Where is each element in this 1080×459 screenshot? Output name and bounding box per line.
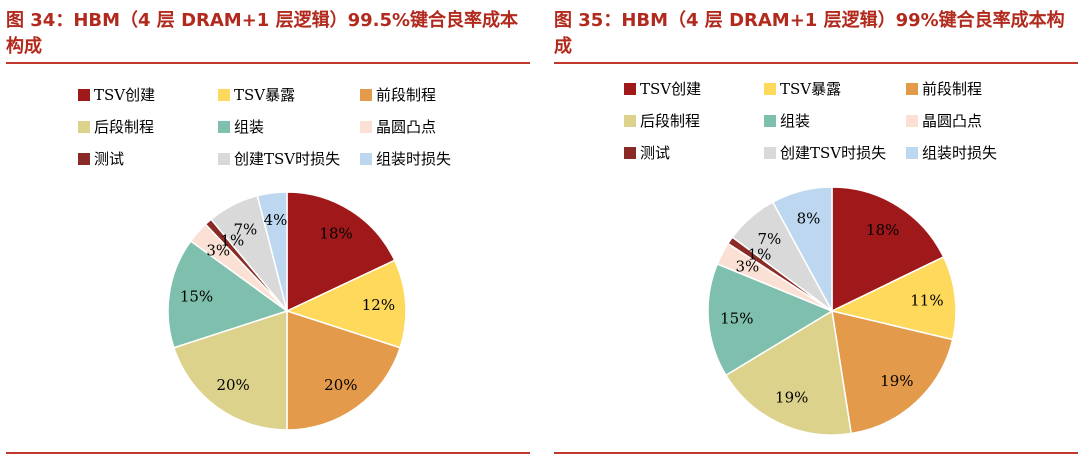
legend-swatch xyxy=(764,115,776,127)
legend-label: 晶圆凸点 xyxy=(922,112,983,130)
pie-chart: 18% 12% 20% 20% 15% 3%1%7% 4% xyxy=(167,191,407,431)
legend-label: 组装时损失 xyxy=(376,150,452,168)
slice-label: 1% xyxy=(748,246,772,264)
legend-label: 组装时损失 xyxy=(922,144,998,162)
legend-item: 前段制程 xyxy=(360,86,436,104)
legend-item: TSV暴露 xyxy=(764,80,841,98)
legend-item: 晶圆凸点 xyxy=(360,118,436,136)
slice-label: 3% xyxy=(736,258,760,276)
pie-slice xyxy=(286,191,396,313)
legend-item: 组装时损失 xyxy=(360,150,451,168)
legend-label: 组装 xyxy=(780,112,811,130)
pie-slice xyxy=(256,191,288,312)
legend-item: 测试 xyxy=(624,144,670,162)
slice-label: 20% xyxy=(216,376,249,394)
pie-slice xyxy=(724,309,853,436)
pie-slice xyxy=(284,259,407,349)
legend-item: TSV创建 xyxy=(78,86,155,104)
legend-item: 后段制程 xyxy=(78,118,154,136)
slice-label: 4% xyxy=(264,211,288,229)
slice-label: 15% xyxy=(180,288,213,306)
legend-swatch xyxy=(906,115,918,127)
title-divider xyxy=(554,62,1078,64)
legend-label: TSV暴露 xyxy=(780,80,842,98)
legend-swatch xyxy=(360,121,372,133)
slice-label: 18% xyxy=(319,225,352,243)
slice-label: 8% xyxy=(797,209,821,227)
legend-item: TSV暴露 xyxy=(218,86,295,104)
legend-swatch xyxy=(906,83,918,95)
legend-swatch xyxy=(764,147,776,159)
legend-item: TSV创建 xyxy=(624,80,701,98)
pie-slice xyxy=(286,309,402,431)
pie-slice xyxy=(167,240,289,349)
legend-item: 前段制程 xyxy=(906,80,982,98)
legend-swatch xyxy=(78,89,90,101)
chart-title: 图 34：HBM（4 层 DRAM+1 层逻辑）99.5%键合良率成本构成 xyxy=(6,10,519,57)
pie-slice xyxy=(831,186,945,313)
slice-label: 19% xyxy=(880,372,913,390)
chart-panel-34: 图 34：HBM（4 层 DRAM+1 层逻辑）99.5%键合良率成本构成 TS… xyxy=(6,10,530,454)
legend-label: 测试 xyxy=(640,144,671,162)
legend-label: 晶圆凸点 xyxy=(376,118,437,136)
legend-item: 组装 xyxy=(764,112,810,130)
legend-item: 后段制程 xyxy=(624,112,700,130)
legend-item: 晶圆凸点 xyxy=(906,112,982,130)
legend-item: 创建TSV时损失 xyxy=(218,150,340,168)
legend-swatch xyxy=(764,83,776,95)
slice-label: 7% xyxy=(757,230,781,248)
legend-label: TSV暴露 xyxy=(234,86,296,104)
pie-slice xyxy=(829,255,957,341)
legend-label: 组装 xyxy=(234,118,265,136)
slice-label: 20% xyxy=(324,376,357,394)
legend-swatch xyxy=(218,89,230,101)
slice-label: 11% xyxy=(910,292,943,310)
legend-item: 组装 xyxy=(218,118,264,136)
legend-swatch xyxy=(624,115,636,127)
legend-label: 前段制程 xyxy=(922,80,983,98)
legend-swatch xyxy=(218,121,230,133)
legend-swatch xyxy=(218,153,230,165)
legend-label: 测试 xyxy=(94,150,125,168)
slice-label: 12% xyxy=(362,296,395,314)
legend-swatch xyxy=(78,121,90,133)
legend-item: 组装时损失 xyxy=(906,144,997,162)
legend-label: 前段制程 xyxy=(376,86,437,104)
pie-slice xyxy=(831,310,954,435)
pie-chart: 18% 11% 19% 19% 15% 3%1%7% 8% xyxy=(707,186,957,436)
slice-label: 19% xyxy=(775,389,808,407)
pie-slice xyxy=(707,263,834,377)
slice-label: 18% xyxy=(866,221,899,239)
legend-swatch xyxy=(624,83,636,95)
slice-label: 3% xyxy=(206,241,230,259)
chart-panel-35: 图 35：HBM（4 层 DRAM+1 层逻辑）99%键合良率成本构成 TSV创… xyxy=(548,0,1080,459)
legend-label: TSV创建 xyxy=(94,86,156,104)
legend-item: 创建TSV时损失 xyxy=(764,144,886,162)
legend-swatch xyxy=(360,89,372,101)
legend-label: 后段制程 xyxy=(94,118,155,136)
legend-label: 后段制程 xyxy=(640,112,701,130)
legend-item: 测试 xyxy=(78,150,124,168)
legend-swatch xyxy=(78,153,90,165)
bottom-divider xyxy=(6,452,530,454)
slice-label: 15% xyxy=(720,309,753,327)
legend-swatch xyxy=(624,147,636,159)
slice-label: 1% xyxy=(221,231,245,249)
pie-slice xyxy=(771,186,833,312)
pie-slice xyxy=(172,309,288,431)
legend-label: 创建TSV时损失 xyxy=(780,144,887,162)
legend-swatch xyxy=(906,147,918,159)
title-divider xyxy=(6,62,530,64)
chart-title: 图 35：HBM（4 层 DRAM+1 层逻辑）99%键合良率成本构成 xyxy=(554,10,1065,57)
legend-label: 创建TSV时损失 xyxy=(234,150,341,168)
slice-label: 7% xyxy=(234,220,258,238)
legend-label: TSV创建 xyxy=(640,80,702,98)
bottom-divider xyxy=(554,452,1078,454)
legend-swatch xyxy=(360,153,372,165)
